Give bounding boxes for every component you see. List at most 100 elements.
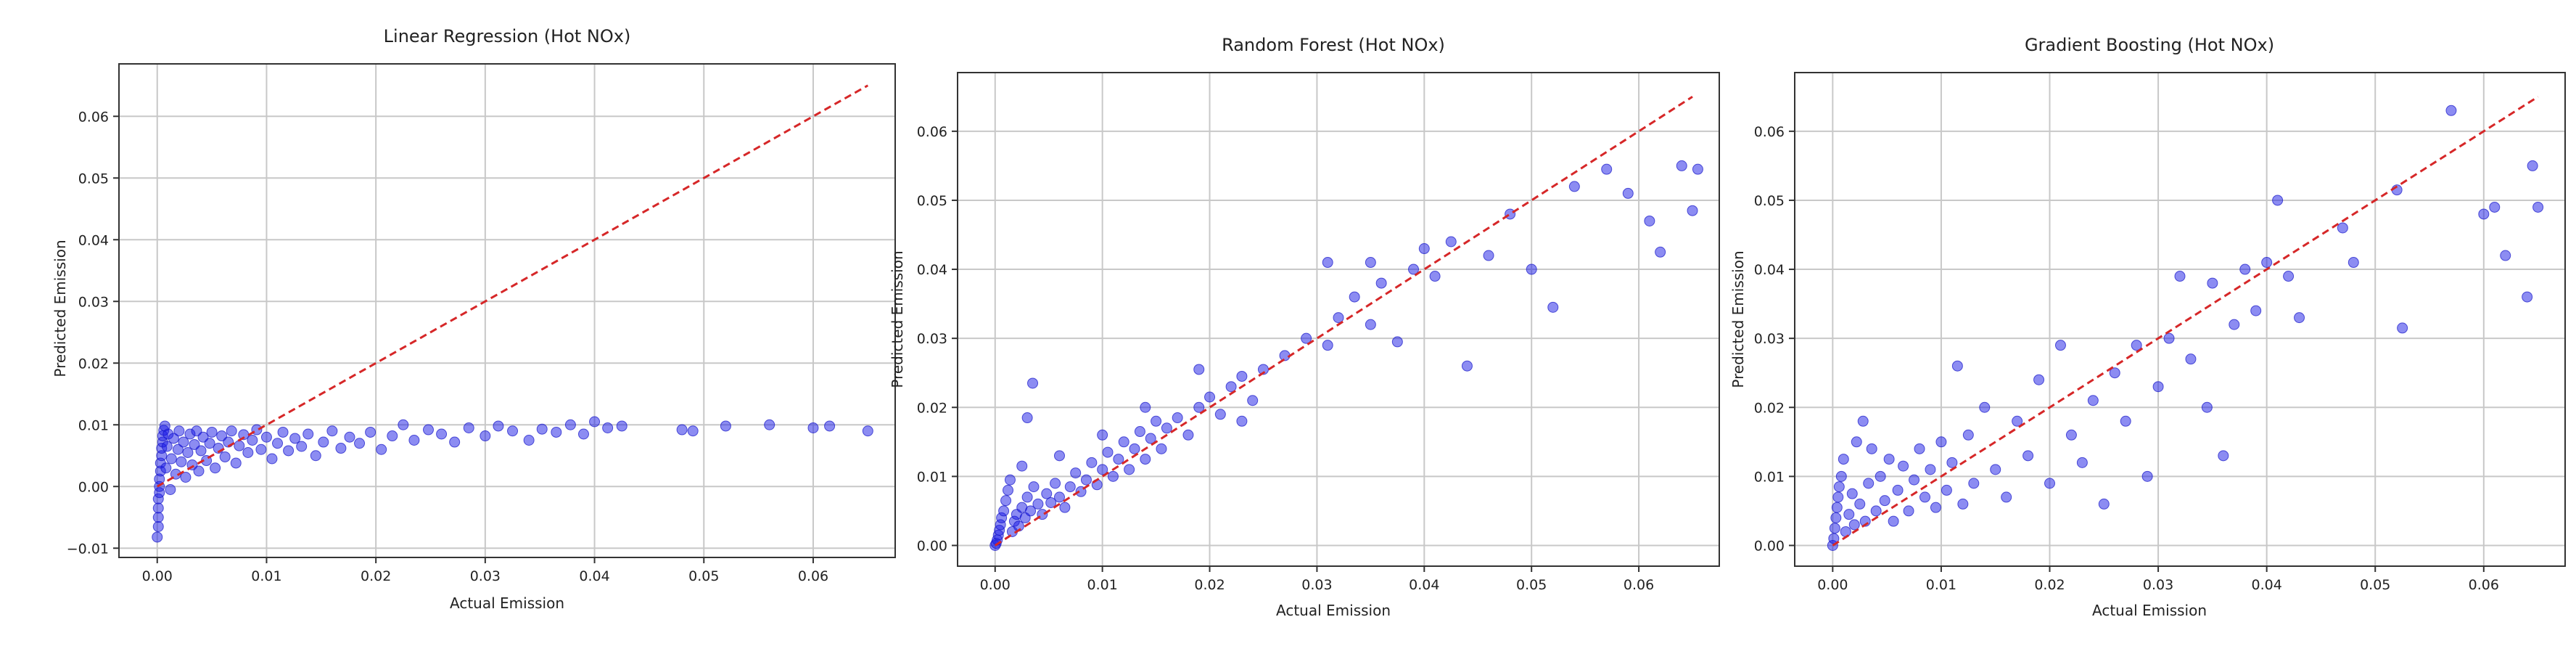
identity-line (157, 84, 869, 488)
data-point (1445, 236, 1457, 248)
data-point (2218, 450, 2229, 462)
data-point (354, 438, 366, 449)
data-point (480, 430, 491, 442)
data-point (1225, 381, 1237, 393)
data-point (152, 521, 164, 532)
y-axis-label: Predicted Emission (52, 240, 69, 377)
data-point (1059, 502, 1071, 513)
data-point (398, 419, 409, 430)
data-point (1124, 464, 1135, 475)
data-point (2272, 195, 2284, 206)
data-point (1941, 484, 1952, 496)
data-point (1053, 450, 1065, 462)
identity-line (994, 96, 1693, 547)
y-tick-label: 0.05 (917, 193, 947, 209)
data-point (1000, 495, 1012, 507)
data-point (523, 435, 535, 446)
data-point (1833, 481, 1845, 493)
data-point (283, 445, 295, 457)
data-point (551, 426, 562, 438)
data-point (2152, 381, 2164, 393)
data-point (676, 424, 688, 436)
data-point (1204, 391, 1216, 403)
data-point (1461, 360, 1473, 372)
data-point (1375, 277, 1387, 289)
data-point (266, 453, 278, 465)
data-point (1857, 415, 1869, 427)
data-point (1172, 412, 1183, 424)
x-tick-label: 0.05 (1516, 577, 1547, 593)
data-point (1118, 436, 1129, 448)
x-tick-label: 0.00 (980, 577, 1011, 593)
data-point (2294, 312, 2305, 324)
data-point (1028, 481, 1040, 493)
data-point (2022, 450, 2034, 462)
data-point (1161, 422, 1172, 434)
data-point (1151, 415, 1162, 427)
data-point (2201, 401, 2213, 413)
data-point (1064, 481, 1076, 493)
data-point (2001, 491, 2012, 503)
data-point (376, 443, 387, 455)
data-point (1829, 523, 1840, 534)
data-point (1854, 498, 1866, 510)
data-point (168, 433, 179, 444)
data-point (277, 426, 289, 438)
data-point (2120, 415, 2131, 427)
data-point (1021, 412, 1033, 424)
y-tick-label: −0.01 (67, 541, 109, 557)
x-tick-label: 0.03 (1301, 577, 1332, 593)
data-point (1086, 457, 1098, 468)
data-point (1003, 484, 1014, 496)
data-point (2044, 478, 2056, 489)
data-point (2397, 322, 2408, 334)
panel-title: Linear Regression (Hot NOx) (384, 26, 631, 46)
y-axis-label: Predicted Emission (889, 250, 906, 388)
data-point (2141, 470, 2153, 482)
data-point (1840, 526, 1851, 537)
x-tick-label: 0.04 (2252, 577, 2282, 593)
x-tick-label: 0.06 (2469, 577, 2499, 593)
data-point (1365, 319, 1376, 330)
x-axis-label: Actual Emission (2092, 602, 2207, 619)
data-point (1107, 470, 1119, 482)
data-point (422, 424, 434, 436)
data-point (862, 425, 873, 437)
data-point (204, 438, 215, 449)
data-point (226, 425, 237, 437)
data-point (318, 436, 329, 448)
data-point (152, 512, 164, 523)
data-point (1025, 505, 1037, 517)
data-point (1846, 488, 1858, 499)
data-point (1391, 336, 1403, 348)
data-point (335, 443, 347, 454)
data-point (2229, 319, 2240, 330)
data-point (1193, 401, 1205, 413)
data-point (1925, 464, 1936, 475)
y-tick-label: 0.04 (917, 262, 947, 278)
data-point (152, 531, 163, 543)
data-point (242, 447, 254, 458)
data-point (449, 436, 461, 448)
panel-title: Random Forest (Hot NOx) (1222, 35, 1445, 55)
data-point (564, 419, 576, 430)
data-point (616, 420, 627, 432)
data-point (1322, 340, 1333, 351)
data-point (2489, 201, 2501, 213)
data-point (998, 505, 1010, 517)
data-point (1830, 512, 1842, 523)
data-point (1041, 488, 1053, 499)
data-point (1333, 312, 1344, 324)
data-point (1236, 370, 1248, 382)
data-point (687, 425, 699, 437)
data-point (2337, 222, 2348, 234)
data-point (365, 426, 376, 438)
x-tick-label: 0.02 (2034, 577, 2065, 593)
y-tick-label: 0.01 (78, 417, 109, 433)
data-point (1888, 515, 1899, 527)
x-tick-label: 0.06 (1624, 577, 1654, 593)
data-point (326, 425, 338, 437)
data-point (1080, 474, 1092, 486)
data-point (1145, 433, 1156, 444)
data-point (234, 440, 245, 451)
